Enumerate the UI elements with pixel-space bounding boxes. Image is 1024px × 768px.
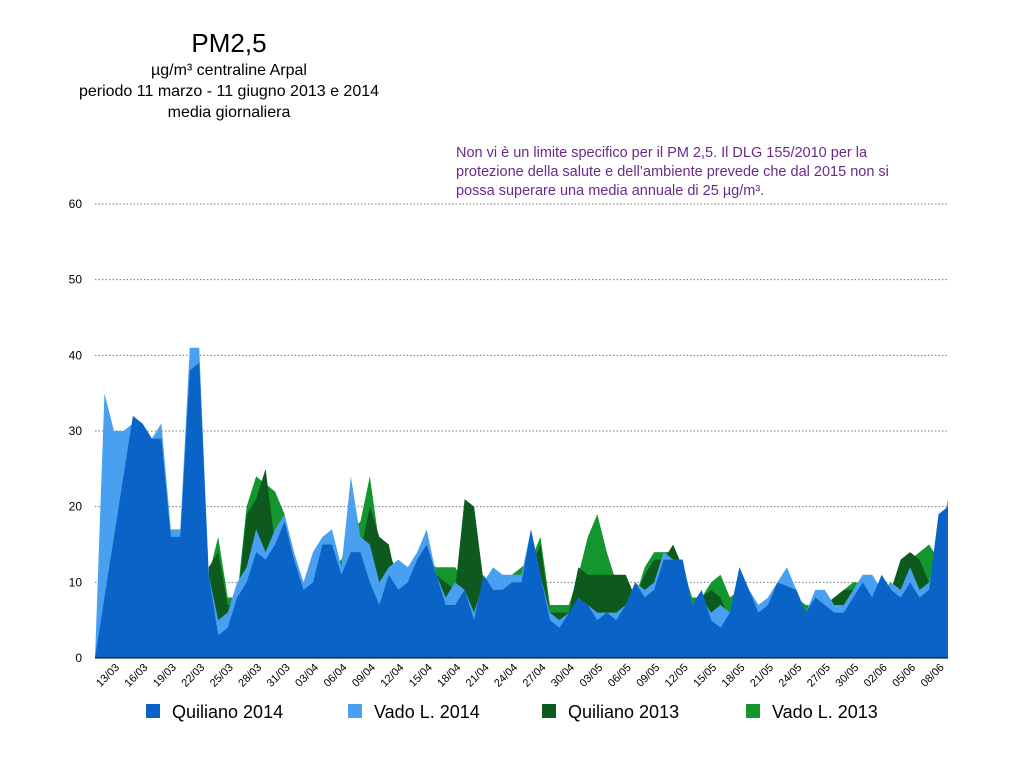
x-tick-label: 21/04 (464, 662, 492, 690)
x-tick-label: 03/05 (577, 662, 605, 690)
annotation: protezione della salute e dell’ambiente … (456, 164, 889, 180)
legend-label: Quiliano 2013 (568, 702, 679, 722)
x-tick-label: 27/04 (521, 662, 549, 690)
legend-label: Vado L. 2013 (772, 702, 878, 722)
subtitle: µg/m³ centraline Arpal (151, 62, 307, 79)
x-tick-label: 13/03 (94, 662, 122, 690)
annotation: Non vi è un limite specifico per il PM 2… (456, 145, 868, 161)
x-tick-label: 09/04 (350, 662, 378, 690)
x-tick-label: 16/03 (123, 662, 151, 690)
x-tick-label: 25/03 (208, 662, 236, 690)
x-tick-label: 31/03 (265, 662, 293, 690)
x-tick-label: 28/03 (236, 662, 264, 690)
subtitle: periodo 11 marzo - 11 giugno 2013 e 2014 (79, 83, 379, 100)
x-tick-label: 15/04 (407, 662, 435, 690)
x-tick-label: 21/05 (748, 662, 776, 690)
x-tick-label: 27/05 (805, 662, 833, 690)
annotation: possa superare una media annuale di 25 µ… (456, 183, 764, 199)
y-tick-label: 40 (69, 348, 83, 362)
x-tick-label: 18/05 (720, 662, 748, 690)
x-tick-label: 08/06 (919, 662, 947, 690)
x-tick-label: 24/05 (777, 662, 805, 690)
chart-title: PM2,5 (191, 28, 266, 58)
legend-swatch (146, 704, 160, 718)
x-tick-label: 02/06 (862, 662, 890, 690)
area (95, 362, 948, 658)
x-tick-label: 09/05 (634, 662, 662, 690)
x-tick-label: 22/03 (179, 662, 207, 690)
legend-label: Quiliano 2014 (172, 702, 283, 722)
x-tick-label: 03/04 (293, 662, 321, 690)
y-tick-label: 10 (69, 575, 83, 589)
x-tick-label: 06/04 (322, 662, 350, 690)
legend-swatch (542, 704, 556, 718)
x-tick-label: 15/05 (691, 662, 719, 690)
x-tick-label: 19/03 (151, 662, 179, 690)
area (95, 347, 948, 658)
y-tick-label: 50 (69, 273, 83, 287)
x-tick-label: 30/04 (549, 662, 577, 690)
x-tick-label: 05/06 (890, 662, 918, 690)
y-tick-label: 20 (69, 500, 83, 514)
legend-swatch (746, 704, 760, 718)
x-tick-label: 18/04 (435, 662, 463, 690)
subtitle: media giornaliera (168, 104, 291, 121)
y-tick-label: 30 (69, 424, 83, 438)
x-tick-label: 24/04 (492, 662, 520, 690)
legend-swatch (348, 704, 362, 718)
x-tick-label: 12/04 (378, 662, 406, 690)
x-tick-label: 12/05 (663, 662, 691, 690)
legend-label: Vado L. 2014 (374, 702, 480, 722)
y-tick-label: 0 (75, 651, 82, 665)
x-tick-label: 06/05 (606, 662, 634, 690)
y-tick-label: 60 (69, 197, 83, 211)
x-tick-label: 30/05 (833, 662, 861, 690)
